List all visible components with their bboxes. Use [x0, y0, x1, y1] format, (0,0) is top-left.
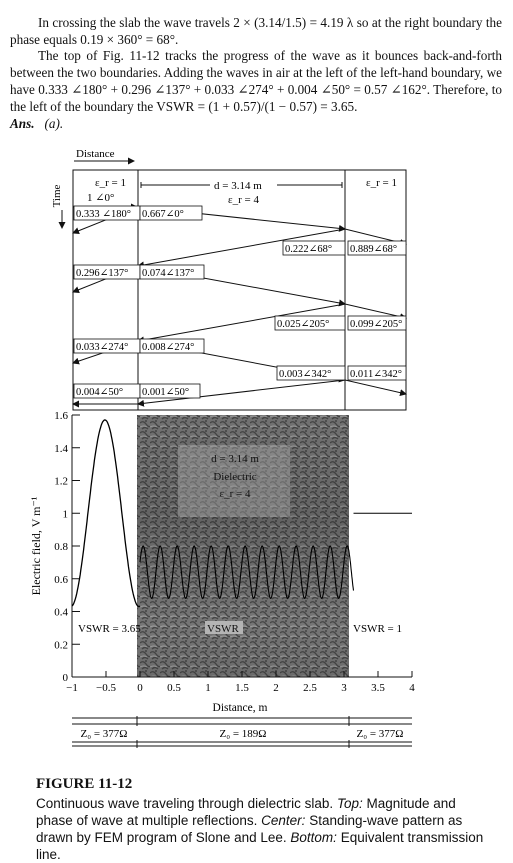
amplitude-box: 0.296∠137° — [73, 264, 141, 280]
x-tick-label: 3 — [341, 682, 347, 694]
paragraph-1: In crossing the slab the wave travels 2 … — [10, 15, 502, 47]
incident-wave: 1 ∠0° — [87, 192, 114, 204]
x-tick-label: −0.5 — [96, 682, 116, 694]
x-tick-label: 0.5 — [167, 682, 181, 694]
slab-label-2: Dielectric — [213, 471, 256, 483]
amplitude-label: 0.033∠274° — [76, 342, 128, 353]
left-standing-wave — [71, 419, 141, 608]
left-region-eps: ε_r = 1 — [95, 177, 126, 189]
caption-line-2: Magnitude and phase of wave at multiple … — [36, 796, 456, 828]
answer-label: Ans. — [10, 116, 35, 131]
ray-segment — [137, 379, 346, 407]
x-tick-label: 2.5 — [303, 682, 317, 694]
amplitude-box: 0.889∠68° — [347, 240, 407, 256]
amplitude-box: 0.008∠274° — [139, 338, 205, 354]
vswr-left-label: VSWR = 3.65 — [78, 623, 141, 635]
y-axis-label: Electric field, V m⁻¹ — [29, 496, 43, 595]
caption-line-1: Continuous wave traveling through dielec… — [36, 796, 334, 811]
x-tick-label: 1.5 — [235, 682, 249, 694]
y-tick-label: 0.4 — [54, 607, 68, 619]
amplitude-box: 0.001∠50° — [139, 383, 201, 399]
amplitude-box: 0.004∠50° — [73, 383, 141, 399]
y-tick-label: 1 — [63, 508, 69, 520]
amplitude-box: 0.333 ∠180° — [73, 205, 141, 221]
amplitude-box: 0.033∠274° — [73, 338, 141, 354]
y-tick-label: 0 — [63, 672, 69, 684]
y-tick-label: 1.4 — [54, 443, 68, 455]
ray-segment — [137, 303, 346, 344]
slab-width: d = 3.14 m — [214, 180, 262, 192]
transmitted-ray — [344, 379, 407, 397]
caption-bottom-label: Bottom: — [290, 830, 337, 845]
amplitude-label: 0.004∠50° — [76, 387, 123, 398]
amplitude-label: 0.074∠137° — [142, 268, 194, 279]
x-tick-label: 0 — [137, 682, 143, 694]
figure-caption: Continuous wave traveling through dielec… — [36, 795, 496, 863]
standing-wave-chart: 0 0.2 0.4 0.6 0.8 1 1.2 1.4 1.6 −1 −0.5 0 0.5 1 1.5 2 2… — [29, 410, 415, 714]
vswr-mid-label: VSWR — [207, 623, 239, 635]
x-tick-label: 1 — [205, 682, 211, 694]
y-tick-label: 1.6 — [54, 410, 68, 422]
y-tick-label: 0.2 — [54, 639, 68, 651]
caption-line-4: Equivalent transmission line. — [36, 830, 484, 862]
amplitude-label: 0.222∠68° — [285, 244, 332, 255]
amplitude-box: 0.025∠205° — [274, 315, 346, 331]
x-tick-label: 4 — [409, 682, 415, 694]
amplitude-label: 0.296∠137° — [76, 268, 128, 279]
ray-segment — [137, 228, 346, 269]
x-axis: −1 −0.5 0 0.5 1 1.5 2 2.5 3 3.5 4 — [66, 671, 415, 694]
amplitude-label: 0.333 ∠180° — [76, 209, 131, 220]
caption-top-label: Top: — [336, 796, 363, 811]
x-tick-label: −1 — [66, 682, 78, 694]
amplitude-label: 0.667∠0° — [142, 209, 184, 220]
amplitude-boxes: 0.333 ∠180° 0.667∠0° 0.222∠68° 0.889∠68° 0.2… — [73, 205, 407, 399]
amplitude-label: 0.008∠274° — [142, 342, 194, 353]
slab-label-3: ε_r = 4 — [220, 488, 251, 500]
paragraph-2: The top of Fig. 11-12 tracks the progres… — [10, 48, 502, 114]
y-tick-label: 0.8 — [54, 541, 68, 553]
amplitude-box: 0.003∠342° — [276, 365, 346, 381]
amplitude-box: 0.074∠137° — [139, 264, 205, 280]
x-tick-label: 3.5 — [371, 682, 385, 694]
amplitude-box: 0.011∠342° — [347, 365, 407, 381]
amplitude-label: 0.011∠342° — [350, 369, 402, 380]
amplitude-label: 0.889∠68° — [350, 244, 397, 255]
amplitude-box: 0.099∠205° — [347, 315, 407, 331]
caption-center-label: Center: — [261, 813, 306, 828]
time-label: Time — [51, 184, 63, 207]
figure-title: FIGURE 11-12 — [36, 776, 133, 792]
slab-label-1: d = 3.14 m — [211, 453, 259, 465]
distance-label: Distance — [76, 148, 115, 160]
amplitude-label: 0.001∠50° — [142, 387, 189, 398]
z-mid: Z₀ = 189Ω — [220, 728, 267, 740]
amplitude-label: 0.099∠205° — [350, 319, 402, 330]
x-axis-label: Distance, m — [213, 702, 268, 714]
x-tick-label: 2 — [273, 682, 279, 694]
y-axis: 0 0.2 0.4 0.6 0.8 1 1.2 1.4 1.6 — [54, 410, 80, 684]
reflection-diagram: Distance Time ε_r = 1 1 ∠0° d = 3.14 m ε… — [51, 148, 407, 411]
answer-value: (a). — [44, 116, 64, 131]
slab-standing-wave — [139, 545, 355, 600]
right-region-eps: ε_r = 1 — [366, 177, 397, 189]
amplitude-label: 0.003∠342° — [279, 369, 331, 380]
answer-line: Ans. (a). — [10, 115, 502, 132]
amplitude-label: 0.025∠205° — [277, 319, 329, 330]
y-tick-label: 1.2 — [54, 476, 68, 488]
transmission-line: Z₀ = 377Ω Z₀ = 189Ω Z₀ = 377Ω — [72, 716, 412, 748]
z-right: Z₀ = 377Ω — [357, 728, 404, 740]
amplitude-box: 0.667∠0° — [139, 205, 203, 221]
caption-line-3: Standing-wave pattern as drawn by FEM pr… — [36, 813, 463, 845]
vswr-right-label: VSWR = 1 — [353, 623, 402, 635]
slab-eps: ε_r = 4 — [228, 194, 259, 206]
z-left: Z₀ = 377Ω — [81, 728, 128, 740]
amplitude-box: 0.222∠68° — [282, 240, 346, 256]
y-tick-label: 0.6 — [54, 574, 68, 586]
